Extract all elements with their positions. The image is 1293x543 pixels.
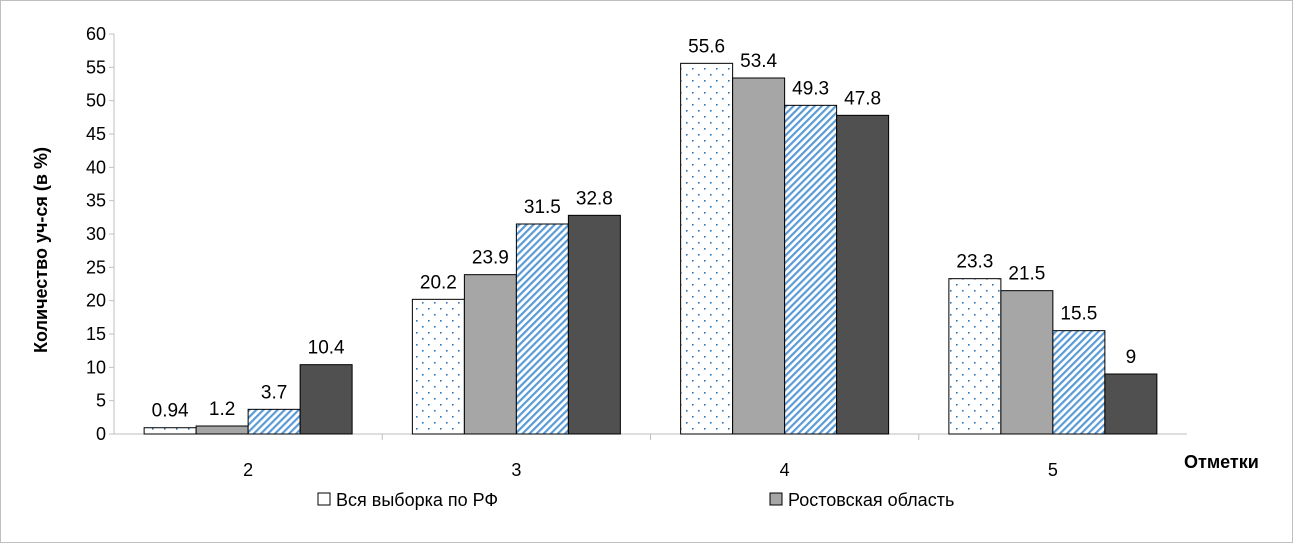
data-label: 0.94 bbox=[152, 401, 189, 422]
data-labels: 0.94 1.2 3.7 10.4 20.2 23.9 31.5 32.8 55.6 53.4 49… bbox=[152, 36, 1137, 421]
legend: Вся выборка по РФ Ростовская область bbox=[317, 490, 954, 510]
bar bbox=[567, 214, 621, 435]
bars bbox=[143, 62, 1158, 435]
x-tick-label: 4 bbox=[780, 460, 790, 480]
data-label: 31.5 bbox=[524, 197, 561, 218]
legend-label: Ростовская область bbox=[788, 490, 954, 510]
data-label: 55.6 bbox=[688, 36, 725, 57]
y-axis-title: Количество уч-ся (в %) bbox=[31, 147, 51, 353]
y-tick-label: 0 bbox=[96, 424, 106, 444]
bar bbox=[1104, 373, 1158, 435]
data-label: 23.9 bbox=[472, 248, 509, 269]
y-tick-label: 5 bbox=[96, 391, 106, 411]
bar bbox=[463, 274, 517, 435]
bar bbox=[1052, 330, 1106, 435]
y-tick-label: 60 bbox=[86, 24, 106, 44]
bar bbox=[836, 114, 890, 435]
data-label: 53.4 bbox=[740, 51, 777, 72]
x-axis-title: Отметки bbox=[1184, 452, 1259, 472]
bar bbox=[299, 364, 353, 435]
y-tick-label: 20 bbox=[86, 291, 106, 311]
y-axis: 0 5 10 15 20 25 30 35 40 45 50 55 60 bbox=[86, 24, 115, 444]
bar bbox=[784, 104, 838, 435]
legend-swatch bbox=[317, 492, 331, 506]
bar bbox=[680, 62, 734, 435]
bar bbox=[515, 223, 569, 435]
data-label: 47.8 bbox=[844, 88, 881, 109]
x-tick-label: 5 bbox=[1048, 460, 1058, 480]
y-tick-label: 30 bbox=[86, 224, 106, 244]
bar bbox=[411, 298, 465, 435]
legend-item: Ростовская область bbox=[769, 490, 954, 510]
data-label: 1.2 bbox=[209, 399, 235, 420]
bar bbox=[143, 427, 197, 435]
y-tick-label: 45 bbox=[86, 124, 106, 144]
data-label: 9 bbox=[1126, 347, 1137, 368]
data-label: 32.8 bbox=[576, 188, 613, 209]
y-tick-label: 50 bbox=[86, 91, 106, 111]
x-tick-label: 2 bbox=[243, 460, 253, 480]
x-axis: 2 3 4 5 bbox=[114, 433, 1187, 480]
legend-label: Вся выборка по РФ bbox=[336, 490, 498, 510]
y-tick-label: 10 bbox=[86, 357, 106, 377]
data-label: 49.3 bbox=[792, 78, 829, 99]
bar bbox=[1000, 290, 1054, 435]
legend-swatch bbox=[769, 492, 783, 506]
y-tick-label: 55 bbox=[86, 57, 106, 77]
y-tick-label: 15 bbox=[86, 324, 106, 344]
bar bbox=[948, 278, 1002, 435]
bar bbox=[195, 425, 249, 435]
data-label: 20.2 bbox=[420, 272, 457, 293]
data-label: 21.5 bbox=[1008, 264, 1045, 285]
y-tick-label: 25 bbox=[86, 257, 106, 277]
legend-item: Вся выборка по РФ bbox=[317, 490, 498, 510]
data-label: 3.7 bbox=[261, 382, 287, 403]
y-tick-label: 35 bbox=[86, 191, 106, 211]
x-tick-label: 3 bbox=[511, 460, 521, 480]
data-label: 10.4 bbox=[308, 338, 345, 359]
bar bbox=[732, 77, 786, 435]
bar bbox=[247, 408, 301, 435]
data-label: 15.5 bbox=[1060, 304, 1097, 325]
y-tick-label: 40 bbox=[86, 157, 106, 177]
data-label: 23.3 bbox=[956, 252, 993, 273]
